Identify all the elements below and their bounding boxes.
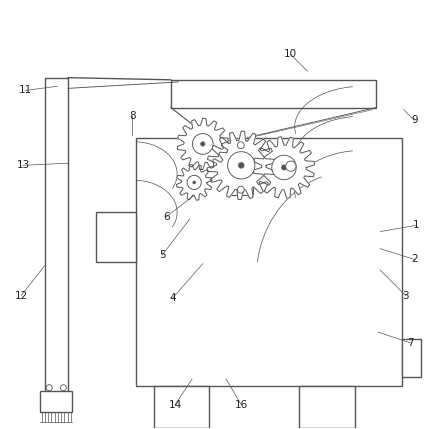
Circle shape	[193, 181, 196, 184]
Text: 14: 14	[168, 400, 182, 410]
Text: 8: 8	[129, 111, 135, 121]
Polygon shape	[177, 118, 228, 169]
Text: 2: 2	[411, 254, 418, 264]
Polygon shape	[207, 131, 275, 199]
Circle shape	[192, 133, 213, 154]
Text: 1: 1	[413, 220, 420, 230]
Circle shape	[201, 142, 205, 146]
Bar	[170, 80, 376, 108]
Circle shape	[238, 162, 244, 168]
Text: 5: 5	[159, 250, 166, 260]
Bar	[136, 138, 401, 386]
Circle shape	[228, 152, 255, 179]
Circle shape	[60, 385, 66, 391]
Bar	[154, 386, 209, 428]
Bar	[40, 391, 72, 413]
Circle shape	[272, 155, 296, 180]
Text: 12: 12	[14, 291, 28, 301]
Bar	[228, 140, 253, 195]
Text: 4: 4	[170, 293, 176, 303]
Polygon shape	[176, 165, 212, 200]
Text: 16: 16	[234, 400, 248, 410]
Text: 9: 9	[411, 115, 418, 125]
Bar	[401, 338, 421, 377]
Circle shape	[187, 175, 201, 190]
Circle shape	[46, 385, 52, 391]
Polygon shape	[254, 137, 315, 198]
Circle shape	[238, 142, 244, 148]
Text: 13: 13	[16, 160, 30, 170]
Circle shape	[286, 161, 296, 171]
Text: 10: 10	[284, 49, 297, 59]
Text: 11: 11	[19, 85, 32, 96]
Text: 6: 6	[163, 211, 170, 222]
Bar	[96, 212, 136, 262]
Bar	[44, 78, 68, 403]
Bar	[299, 386, 355, 428]
Text: 7: 7	[407, 338, 413, 348]
Circle shape	[281, 165, 287, 170]
Circle shape	[238, 186, 244, 193]
Text: 3: 3	[403, 291, 409, 301]
